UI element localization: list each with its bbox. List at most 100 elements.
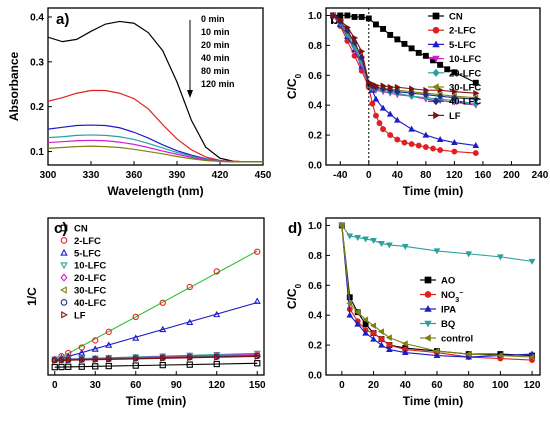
time-annotation: 120 min [201,79,235,89]
data-point [387,83,394,91]
x-tick-label: 0 [52,380,58,391]
data-point [372,21,379,28]
data-point [330,12,337,19]
time-annotation: 0 min [201,14,225,24]
legend-label: BQ [441,319,455,330]
data-point [51,363,58,371]
series-line [332,15,476,100]
data-point [186,361,193,368]
data-point [497,254,504,261]
data-point [92,356,99,364]
legend-label: 40-LFC [449,97,481,108]
legend-marker [432,83,439,91]
series-line [48,145,263,163]
data-point [394,88,401,96]
data-point [351,14,358,20]
data-point [415,49,422,56]
y-tick-label: 0.4 [308,311,322,322]
data-point [132,313,139,321]
data-point [213,310,221,318]
series-line [332,15,476,147]
y-tick-label: 0.4 [308,101,322,112]
data-point [362,316,369,324]
legend-label: CN [449,12,463,23]
data-point [401,243,409,250]
data-point [528,353,535,361]
legend-marker [432,12,440,20]
fit-line [54,250,258,362]
x-tick-label: 40 [392,170,404,181]
legend-label: LF [74,310,86,321]
data-point [378,336,385,343]
x-axis-label: Time (min) [403,184,463,198]
data-point [213,360,220,368]
series-line [341,225,533,262]
x-tick-label: 200 [503,170,520,181]
data-point [338,222,345,229]
data-point [132,362,139,369]
data-point [408,89,415,97]
x-tick-label: 330 [83,170,100,181]
data-point [496,352,503,359]
panel-label: d) [288,220,302,237]
y-tick-label: 0.6 [308,281,322,292]
data-point [378,341,385,348]
data-point [377,328,384,335]
data-point [408,45,415,52]
legend-label: 10-LFC [74,261,106,272]
plot-frame [325,7,541,166]
x-tick-label: 240 [532,170,549,181]
data-point [437,147,444,153]
data-point [385,334,392,341]
data-point [472,150,479,156]
x-tick-label: 60 [130,380,142,391]
x-tick-label: 120 [446,170,463,181]
series-line [48,139,263,163]
series-line [332,15,476,105]
data-point [354,234,362,241]
data-point [359,48,366,55]
data-point [465,350,472,358]
panel-b: -40 0 40 80 120 160 200 240 0.0 0.2 0.4 0.6 0.8 1.0 Ti… [285,7,549,198]
data-point [433,248,441,255]
data-point [344,24,351,31]
y-tick-label: 0.8 [308,251,322,262]
x-tick-label: 0 [366,170,372,181]
y-tick-label: 0.2 [308,341,322,352]
legend-label: 5-LFC [74,248,101,259]
data-point [370,335,377,342]
data-point [105,341,113,348]
y-axis-label: C/C0 [285,283,303,309]
legend-marker [424,320,432,328]
data-point [362,321,369,328]
series-group [51,248,261,371]
y-tick-label: 0.1 [30,147,44,158]
data-point [444,66,451,73]
data-point [187,354,194,362]
y-axis-label: 1/C [25,287,39,306]
data-point [79,356,86,364]
legend-label: 2-LFC [74,236,101,247]
panel-a: 300 330 360 390 420 450 0.1 0.2 0.3 0.4 Wavelength… [7,7,272,198]
y-tick-label: 0.4 [30,12,44,23]
y-tick-label: 0.2 [30,102,44,113]
data-point [354,320,362,327]
series-group [338,221,536,363]
legend-marker [432,40,440,48]
panel-label: a) [56,11,69,28]
data-point [372,95,380,102]
legend-marker [60,248,68,256]
data-point [386,110,394,117]
data-point [387,132,394,139]
x-tick-label: -40 [333,170,348,181]
data-point [105,362,112,370]
data-point [78,363,85,370]
data-point [401,139,408,146]
series-line [341,225,533,361]
data-point [408,141,415,148]
data-point [354,308,361,316]
data-point [132,334,140,341]
legend-label: control [441,334,473,345]
data-point [433,347,440,355]
legend-marker [432,55,440,63]
